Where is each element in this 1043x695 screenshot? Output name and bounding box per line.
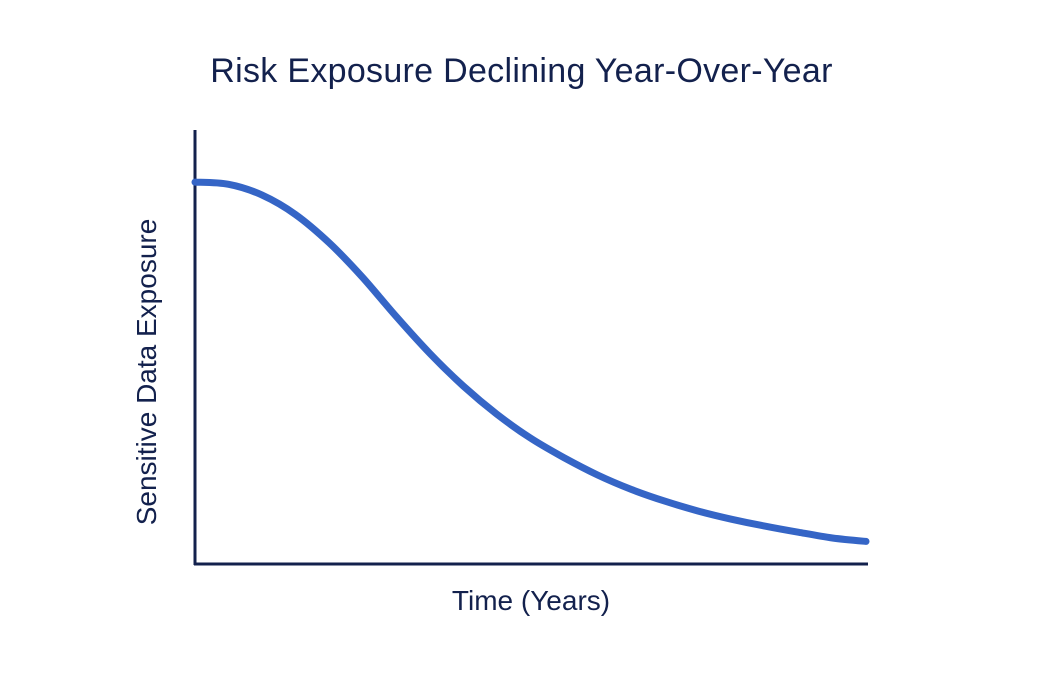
- y-axis-label: Sensitive Data Exposure: [131, 218, 162, 526]
- chart-title: Risk Exposure Declining Year-Over-Year: [210, 52, 833, 90]
- plot-area: [191, 130, 870, 566]
- x-axis-label: Time (Years): [451, 585, 611, 616]
- series-layer: [191, 178, 870, 545]
- series-line-0: [191, 178, 870, 545]
